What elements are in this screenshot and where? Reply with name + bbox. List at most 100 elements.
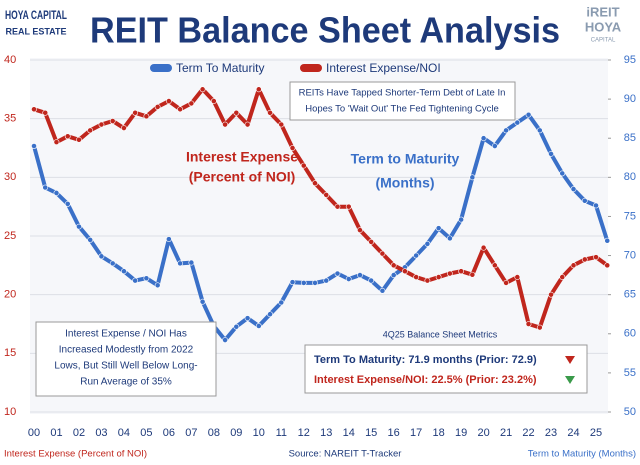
data-point [98, 121, 105, 128]
data-point [480, 244, 487, 251]
metrics-title: 4Q25 Balance Sheet Metrics [383, 329, 498, 339]
data-point [559, 274, 566, 280]
x-tick-label: 10 [253, 427, 265, 439]
data-point [289, 145, 296, 151]
y2-tick-label: 95 [624, 54, 636, 66]
y-tick-label: 40 [4, 54, 16, 66]
x-tick-label: 02 [73, 427, 85, 439]
data-point [503, 127, 509, 134]
data-point [491, 143, 498, 149]
data-point [222, 337, 228, 343]
legend-label: Interest Expense/NOI [326, 61, 441, 75]
data-point [132, 277, 139, 284]
data-point [31, 106, 37, 113]
series-annotation: (Percent of NOI) [189, 169, 296, 185]
series-annotation: Term to Maturity [351, 151, 460, 167]
x-tick-label: 08 [208, 427, 220, 439]
data-point [368, 277, 375, 284]
data-point [435, 274, 442, 280]
y2-tick-label: 80 [624, 171, 636, 183]
x-tick-label: 09 [230, 427, 242, 439]
logo-text: HOYA [585, 19, 622, 34]
data-point [323, 277, 330, 284]
data-point [570, 186, 577, 192]
data-point [312, 180, 318, 187]
data-point [53, 190, 60, 196]
series-annotation: Interest Expense [186, 149, 298, 165]
data-point [109, 260, 116, 267]
y2-tick-label: 60 [624, 328, 636, 340]
legend-swatch [300, 64, 322, 72]
data-point [323, 192, 330, 198]
data-point [267, 109, 273, 116]
logo-text: REAL ESTATE [5, 26, 66, 36]
data-point [413, 252, 420, 259]
data-point [42, 109, 49, 116]
x-tick-label: 22 [522, 427, 534, 439]
data-point [199, 298, 206, 305]
x-tick-label: 17 [410, 427, 422, 439]
series-line [32, 112, 610, 342]
data-point [255, 86, 262, 93]
metric-text: Interest Expense/NOI: 22.5% (Prior: 23.2… [314, 374, 537, 386]
data-point [31, 143, 37, 149]
data-point [87, 237, 94, 243]
data-point [491, 262, 498, 269]
chart-title: REIT Balance Sheet Analysis [90, 10, 560, 51]
down-triangle [565, 356, 575, 364]
data-point [278, 121, 285, 128]
data-point [559, 170, 566, 177]
data-point [357, 227, 363, 234]
data-point [368, 238, 375, 245]
data-point [402, 268, 408, 275]
data-point [604, 262, 611, 269]
data-point [267, 311, 273, 318]
data-point [199, 86, 206, 93]
data-point [548, 291, 554, 298]
data-point [53, 139, 60, 146]
data-point [255, 323, 262, 329]
data-point [121, 268, 127, 275]
data-point [64, 201, 71, 207]
data-point [379, 287, 386, 294]
data-point [604, 237, 611, 244]
series-annotation: (Months) [375, 175, 434, 191]
x-tick-label: 19 [455, 427, 467, 439]
data-point [424, 277, 431, 284]
x-tick-label: 07 [185, 427, 197, 439]
data-point [165, 98, 172, 104]
data-point [390, 262, 397, 269]
data-point [188, 100, 195, 107]
y2-tick-label: 75 [624, 210, 636, 222]
data-point [525, 321, 532, 327]
note-text: Run Average of 35% [80, 377, 172, 388]
x-tick-label: 21 [500, 427, 512, 439]
x-tick-label: 20 [477, 427, 489, 439]
logo-text: CAPITAL [591, 38, 616, 44]
data-point [210, 98, 217, 104]
data-point [312, 280, 318, 286]
data-point [165, 236, 172, 243]
data-point [289, 279, 296, 286]
data-point [446, 235, 453, 242]
data-point [76, 136, 82, 143]
logo-left [4, 4, 68, 40]
y-tick-label: 10 [4, 406, 16, 418]
note-text: Hopes To 'Wait Out' The Fed Tightening C… [305, 104, 499, 115]
data-point [177, 260, 184, 267]
y-tick-label: 15 [4, 347, 16, 359]
data-point [514, 119, 521, 126]
data-point [300, 280, 307, 286]
data-point [188, 259, 195, 266]
grid: 10 15 20 25 30 35 40 50 55 60 65 70 75 80 85 90 95 00 01 02… [4, 54, 636, 439]
y2-tick-label: 90 [624, 93, 636, 105]
metric-text: Term To Maturity: 71.9 months (Prior: 72… [314, 354, 537, 366]
legend-label: Term To Maturity [176, 61, 264, 75]
data-point [514, 274, 521, 280]
data-point [390, 272, 397, 279]
footer-source: Source: NAREIT T-Tracker [289, 449, 402, 460]
footer-right: Term to Maturity (Months) [528, 449, 636, 460]
x-tick-label: 00 [28, 427, 40, 439]
y-tick-label: 30 [4, 171, 16, 183]
